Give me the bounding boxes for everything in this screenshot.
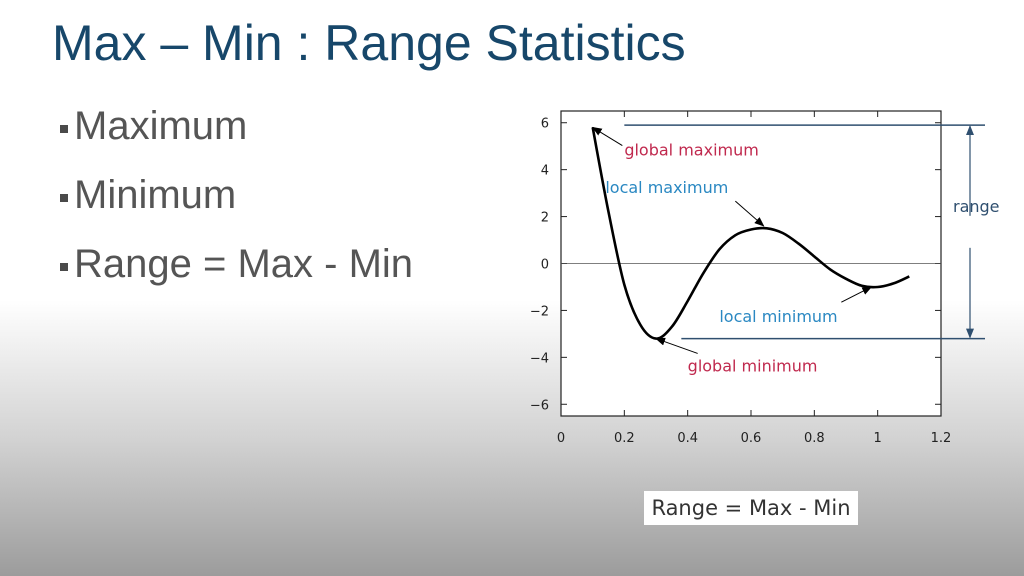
x-tick-label: 1	[874, 431, 882, 446]
square-bullet-icon	[60, 262, 68, 271]
bullet-text: Minimum	[74, 173, 237, 217]
bullet-maximum: Maximum	[60, 92, 413, 161]
square-bullet-icon	[60, 124, 68, 133]
annotation-arrow	[655, 337, 698, 354]
annotation-arrow	[735, 200, 765, 227]
y-tick-label: 0	[541, 258, 549, 273]
annotation-label: global maximum	[624, 141, 759, 160]
x-tick-label: 0.4	[677, 431, 698, 446]
annotation-arrow	[841, 286, 873, 303]
caption-text: Range = Max - Min	[651, 496, 851, 520]
x-tick-label: 1.2	[931, 431, 952, 446]
annotation-label: global minimum	[688, 356, 818, 375]
y-tick-label: 6	[541, 117, 549, 132]
y-tick-label: −6	[530, 398, 549, 413]
x-tick-label: 0.8	[804, 431, 825, 446]
x-tick-label: 0	[557, 431, 565, 446]
caption-box: Range = Max - Min	[644, 491, 858, 525]
x-tick-label: 0.2	[614, 431, 635, 446]
y-tick-label: 2	[541, 211, 549, 226]
bullet-text: Maximum	[74, 104, 248, 148]
y-tick-label: −2	[530, 304, 549, 319]
x-tick-label: 0.6	[741, 431, 762, 446]
y-tick-label: −4	[530, 351, 549, 366]
slide-title: Max – Min : Range Statistics	[52, 15, 686, 71]
annotation-arrow	[591, 126, 623, 147]
series-line	[591, 127, 910, 340]
range-label: range	[953, 197, 1000, 216]
bullet-range: Range = Max - Min	[60, 230, 413, 299]
bullet-list: Maximum Minimum Range = Max - Min	[60, 92, 413, 299]
square-bullet-icon	[60, 193, 68, 202]
annotation-label: local minimum	[719, 307, 837, 326]
bullet-minimum: Minimum	[60, 161, 413, 230]
bullet-text: Range = Max - Min	[74, 242, 414, 286]
y-tick-label: 4	[541, 164, 549, 179]
annotation-label: local maximum	[605, 178, 728, 197]
